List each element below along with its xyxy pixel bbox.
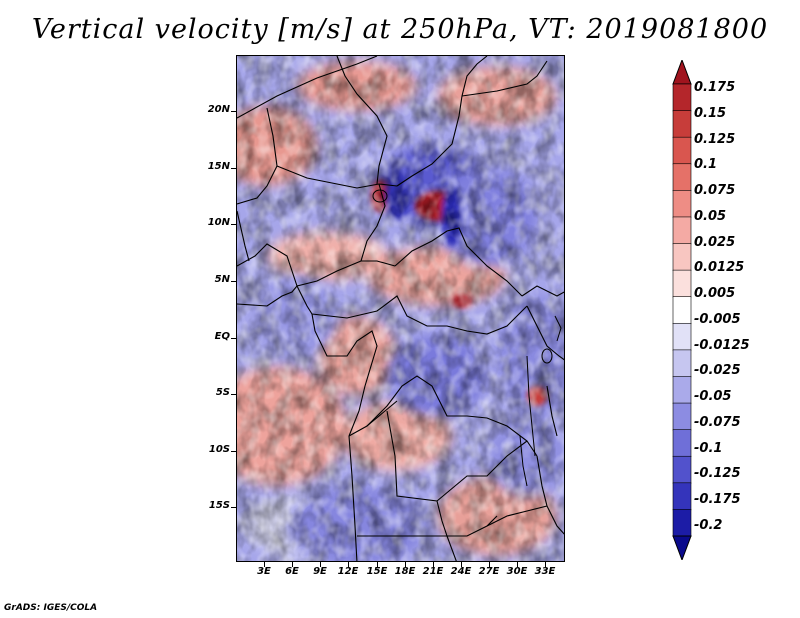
lon-tick bbox=[461, 562, 462, 567]
lat-tick bbox=[231, 168, 236, 169]
lat-label-eq: EQ bbox=[214, 331, 230, 342]
lon-label-9e: 9E bbox=[313, 566, 327, 577]
lat-label-10s: 10S bbox=[208, 444, 230, 455]
colorbar-bottom-arrow bbox=[672, 535, 692, 560]
lon-label-21e: 21E bbox=[422, 566, 444, 577]
map-title: Vertical velocity [m/s] at 250hPa, VT: 2… bbox=[31, 14, 769, 45]
colorbar-label: -0.05 bbox=[694, 389, 732, 404]
colorbar-swatch bbox=[672, 509, 692, 537]
colorbar-swatch bbox=[672, 349, 692, 378]
colorbar-label: 0.005 bbox=[694, 286, 736, 301]
lon-label-33e: 33E bbox=[534, 566, 556, 577]
lon-label-3e: 3E bbox=[257, 566, 271, 577]
colorbar-label: 0.125 bbox=[694, 132, 736, 147]
lon-tick bbox=[405, 562, 406, 567]
lon-tick bbox=[348, 562, 349, 567]
colorbar-swatch bbox=[672, 322, 692, 351]
lat-label-10n: 10N bbox=[207, 217, 230, 228]
lon-tick bbox=[292, 562, 293, 567]
colorbar-swatch bbox=[672, 136, 692, 165]
lon-tick bbox=[489, 562, 490, 567]
lon-label-30e: 30E bbox=[506, 566, 528, 577]
colorbar bbox=[672, 60, 692, 560]
colorbar-label: -0.025 bbox=[694, 363, 741, 378]
lon-label-12e: 12E bbox=[337, 566, 359, 577]
lon-label-24e: 24E bbox=[450, 566, 472, 577]
lon-label-6e: 6E bbox=[285, 566, 299, 577]
lon-tick bbox=[320, 562, 321, 567]
colorbar-label: 0.15 bbox=[694, 106, 727, 121]
map-panel bbox=[236, 55, 565, 562]
lat-label-5n: 5N bbox=[214, 274, 230, 285]
colorbar-label: -0.005 bbox=[694, 312, 741, 327]
colorbar-swatch bbox=[672, 216, 692, 245]
colorbar-label: 0.175 bbox=[694, 80, 736, 95]
colorbar-label: 0.075 bbox=[694, 183, 736, 198]
colorbar-label: -0.0125 bbox=[694, 338, 750, 353]
colorbar-swatch bbox=[672, 190, 692, 218]
colorbar-swatch bbox=[672, 83, 692, 112]
colorbar-label: -0.075 bbox=[694, 415, 741, 430]
lon-label-18e: 18E bbox=[394, 566, 416, 577]
lat-tick bbox=[231, 394, 236, 395]
colorbar-swatch bbox=[672, 110, 692, 138]
lakes bbox=[372, 189, 562, 487]
colorbar-top-arrow bbox=[672, 60, 692, 85]
lon-tick bbox=[264, 562, 265, 567]
colorbar-label: -0.1 bbox=[694, 441, 723, 456]
lat-tick bbox=[231, 338, 236, 339]
lon-tick bbox=[517, 562, 518, 567]
lon-tick bbox=[377, 562, 378, 567]
lat-label-20n: 20N bbox=[207, 104, 230, 115]
colorbar-swatch bbox=[672, 402, 692, 431]
lon-tick bbox=[545, 562, 546, 567]
lat-label-5s: 5S bbox=[215, 387, 230, 398]
lon-label-15e: 15E bbox=[366, 566, 388, 577]
colorbar-swatch bbox=[672, 482, 692, 511]
colorbar-label: 0.1 bbox=[694, 157, 718, 172]
lat-tick bbox=[231, 451, 236, 452]
lat-label-15n: 15N bbox=[207, 161, 230, 172]
colorbar-swatch bbox=[672, 296, 692, 325]
lat-tick bbox=[231, 224, 236, 225]
velocity-field bbox=[237, 56, 564, 561]
colorbar-swatch bbox=[672, 429, 692, 458]
colorbar-swatch bbox=[672, 163, 692, 192]
colorbar-label: -0.125 bbox=[694, 466, 741, 481]
lon-tick bbox=[433, 562, 434, 567]
colorbar-label: -0.2 bbox=[694, 518, 723, 533]
lat-tick bbox=[231, 111, 236, 112]
lat-tick bbox=[231, 507, 236, 508]
colorbar-label: 0.025 bbox=[694, 235, 736, 250]
colorbar-swatch bbox=[672, 376, 692, 404]
credit-text: GrADS: IGES/COLA bbox=[4, 603, 98, 613]
colorbar-label: 0.0125 bbox=[694, 260, 745, 275]
lat-tick bbox=[231, 281, 236, 282]
country-boundaries bbox=[237, 56, 564, 561]
colorbar-swatch bbox=[672, 269, 692, 298]
colorbar-label: -0.175 bbox=[694, 492, 741, 507]
colorbar-swatch bbox=[672, 243, 692, 271]
lat-label-15s: 15S bbox=[208, 500, 230, 511]
colorbar-label: 0.05 bbox=[694, 209, 727, 224]
colorbar-swatch bbox=[672, 455, 692, 484]
lon-label-27e: 27E bbox=[478, 566, 500, 577]
